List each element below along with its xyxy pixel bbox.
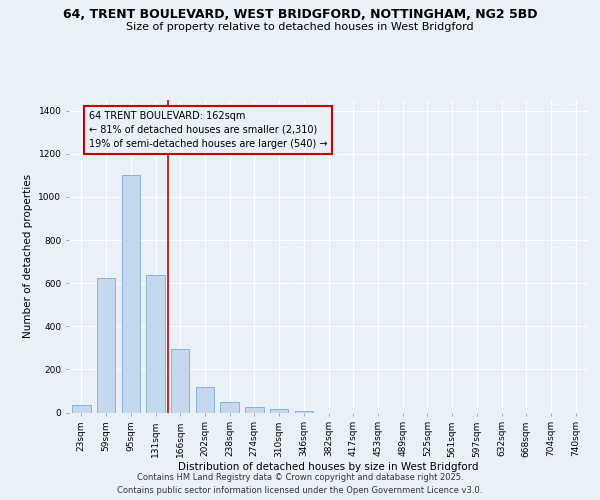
Bar [97,278,115,412]
Bar [220,402,239,412]
Text: 64, TRENT BOULEVARD, WEST BRIDGFORD, NOTTINGHAM, NG2 5BD: 64, TRENT BOULEVARD, WEST BRIDGFORD, NOT… [63,8,537,20]
Bar [72,405,91,412]
Bar [122,176,140,412]
Bar [146,274,165,412]
Bar [171,349,190,412]
Bar [295,411,313,412]
Y-axis label: Number of detached properties: Number of detached properties [23,174,33,338]
X-axis label: Distribution of detached houses by size in West Bridgford: Distribution of detached houses by size … [178,462,479,472]
Text: Contains HM Land Registry data © Crown copyright and database right 2025.
Contai: Contains HM Land Registry data © Crown c… [118,474,482,495]
Text: Size of property relative to detached houses in West Bridgford: Size of property relative to detached ho… [126,22,474,32]
Bar [245,407,263,412]
Bar [270,408,289,412]
Text: 64 TRENT BOULEVARD: 162sqm
← 81% of detached houses are smaller (2,310)
19% of s: 64 TRENT BOULEVARD: 162sqm ← 81% of deta… [89,111,327,149]
Bar [196,386,214,412]
